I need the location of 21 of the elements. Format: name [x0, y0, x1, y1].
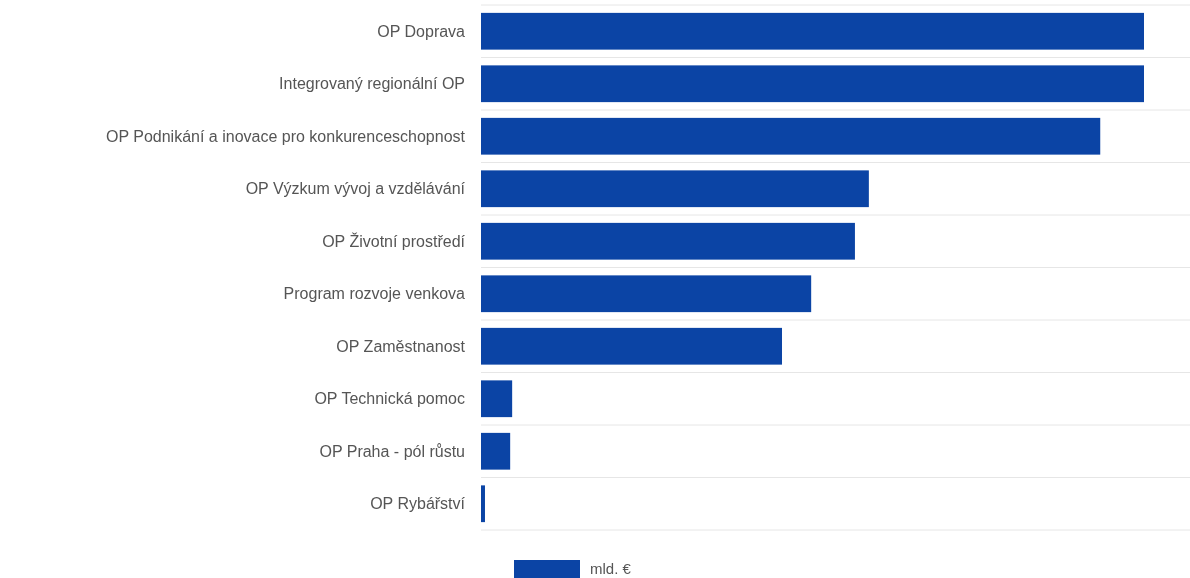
bar: [481, 222, 855, 260]
bar: [481, 117, 1101, 155]
bar: [481, 65, 1144, 103]
legend-label: mld. €: [590, 560, 632, 578]
y-tick-label: Integrovaný regionální OP: [279, 75, 465, 93]
y-tick-label: OP Podnikání a inovace pro konkurenceschopnost: [105, 127, 466, 145]
bar: [481, 380, 513, 418]
y-tick-label: OP Rybářství: [370, 495, 466, 513]
y-tick-label: OP Praha - pól růstu: [319, 442, 465, 460]
bar: [481, 170, 869, 208]
y-tick-label: OP Životní prostředí: [322, 231, 466, 250]
bar: [481, 327, 782, 365]
bar: [481, 12, 1144, 50]
bar: [481, 485, 485, 523]
y-tick-label: OP Technická pomoc: [314, 390, 465, 408]
y-tick-label: OP Výzkum vývoj a vzdělávání: [245, 180, 466, 198]
bar: [481, 432, 511, 470]
y-tick-label: OP Doprava: [377, 22, 466, 40]
y-tick-label: Program rozvoje venkova: [283, 285, 466, 303]
y-tick-label: OP Zaměstnanost: [336, 337, 466, 355]
bar: [481, 275, 812, 313]
